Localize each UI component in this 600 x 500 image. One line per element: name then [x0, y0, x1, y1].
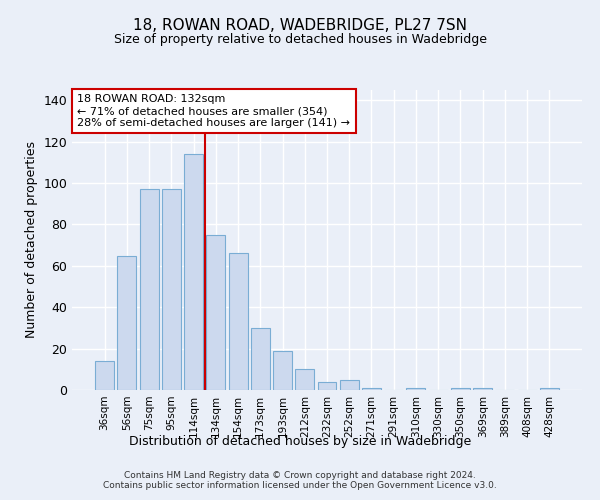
Text: Distribution of detached houses by size in Wadebridge: Distribution of detached houses by size … [129, 435, 471, 448]
Bar [162, 190, 181, 390]
Bar [362, 388, 381, 390]
Text: 18, ROWAN ROAD, WADEBRIDGE, PL27 7SN: 18, ROWAN ROAD, WADEBRIDGE, PL27 7SN [133, 18, 467, 32]
Bar [540, 388, 559, 390]
Bar [229, 254, 248, 390]
Bar [406, 388, 425, 390]
Bar [95, 361, 114, 390]
Bar [251, 328, 270, 390]
Bar [473, 388, 492, 390]
Y-axis label: Number of detached properties: Number of detached properties [25, 142, 38, 338]
Text: Size of property relative to detached houses in Wadebridge: Size of property relative to detached ho… [113, 32, 487, 46]
Bar [140, 190, 158, 390]
Bar [118, 256, 136, 390]
Bar [206, 235, 225, 390]
Bar [184, 154, 203, 390]
Bar [317, 382, 337, 390]
Bar [295, 370, 314, 390]
Bar [340, 380, 359, 390]
Text: 18 ROWAN ROAD: 132sqm
← 71% of detached houses are smaller (354)
28% of semi-det: 18 ROWAN ROAD: 132sqm ← 71% of detached … [77, 94, 350, 128]
Bar [451, 388, 470, 390]
Text: Contains HM Land Registry data © Crown copyright and database right 2024.
Contai: Contains HM Land Registry data © Crown c… [103, 470, 497, 490]
Bar [273, 350, 292, 390]
